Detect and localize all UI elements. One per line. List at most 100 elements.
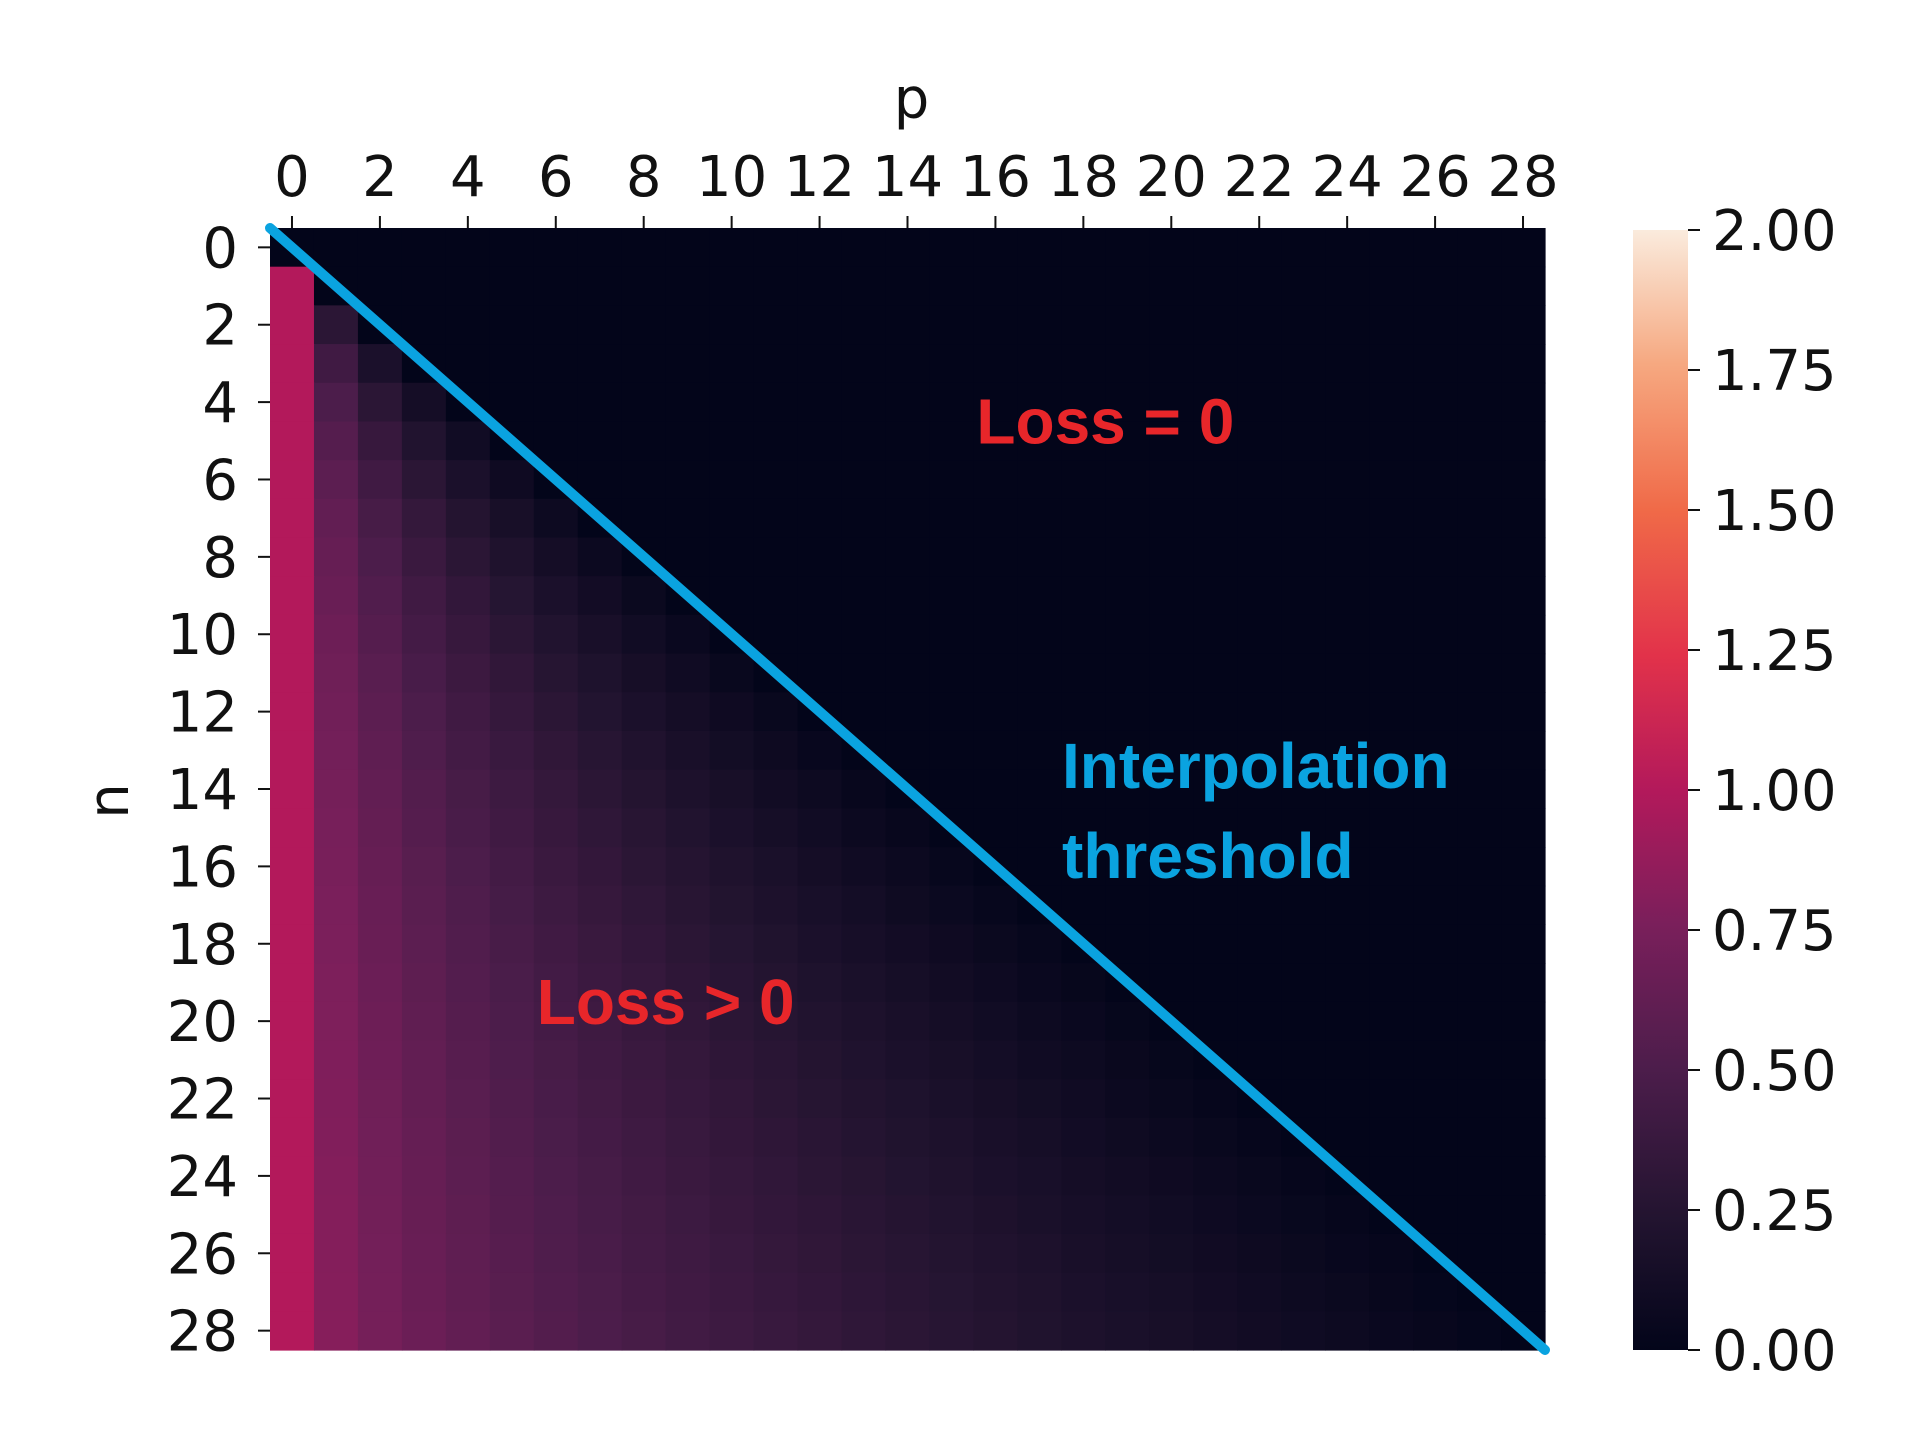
heatmap-cell xyxy=(1325,305,1370,345)
heatmap-cell xyxy=(1501,924,1546,964)
heatmap-cell xyxy=(929,382,975,423)
heatmap-cell xyxy=(1325,653,1370,693)
heatmap-cell xyxy=(1149,1156,1194,1196)
heatmap-cell xyxy=(1457,614,1502,655)
heatmap-cell xyxy=(1369,228,1414,268)
heatmap-cell xyxy=(533,847,579,887)
heatmap-cell xyxy=(1325,1001,1370,1042)
heatmap-cell xyxy=(577,228,623,268)
heatmap-cell xyxy=(709,1311,755,1351)
heatmap-cell xyxy=(401,769,447,809)
heatmap-cell xyxy=(885,421,931,461)
heatmap-cell xyxy=(1413,1156,1458,1196)
heatmap-cell xyxy=(797,460,843,500)
heatmap-cell xyxy=(445,924,491,964)
heatmap-cell xyxy=(1237,653,1282,693)
heatmap-cell xyxy=(1325,1195,1370,1235)
heatmap-cell xyxy=(357,460,403,500)
heatmap-cell xyxy=(1501,769,1546,809)
heatmap-cell xyxy=(621,1079,667,1119)
heatmap-cell xyxy=(753,498,799,539)
heatmap-cell xyxy=(973,963,1019,1003)
heatmap-cell xyxy=(665,1079,711,1119)
heatmap-cell xyxy=(841,1156,887,1196)
x-axis-label: p xyxy=(894,67,930,132)
heatmap-cell xyxy=(270,421,315,461)
colorbar-tick-label: 0.25 xyxy=(1712,1179,1837,1244)
heatmap-cell xyxy=(841,847,887,887)
heatmap-cell xyxy=(270,498,315,539)
heatmap-cell xyxy=(313,885,359,926)
heatmap-cell xyxy=(1237,885,1282,926)
heatmap-cell xyxy=(1017,847,1062,887)
heatmap-cell xyxy=(709,498,755,539)
heatmap-cell xyxy=(1281,1233,1326,1274)
heatmap-cell xyxy=(1457,228,1502,268)
heatmap-cell xyxy=(270,653,315,693)
heatmap-cell xyxy=(973,1040,1019,1080)
heatmap-cell xyxy=(1149,1233,1194,1274)
heatmap-cell xyxy=(621,885,667,926)
heatmap-cell xyxy=(1105,885,1150,926)
heatmap-cell xyxy=(973,885,1019,926)
heatmap-cell xyxy=(1281,344,1326,384)
heatmap-cell xyxy=(270,614,315,655)
heatmap-cell xyxy=(841,885,887,926)
heatmap-cell xyxy=(1457,653,1502,693)
heatmap-cell xyxy=(270,1117,315,1158)
heatmap-cell xyxy=(621,344,667,384)
heatmap-cell xyxy=(489,537,535,577)
heatmap-cell xyxy=(357,266,403,306)
heatmap-cell xyxy=(489,1079,535,1119)
heatmap-cell xyxy=(577,1272,623,1312)
heatmap-cell xyxy=(621,614,667,655)
heatmap-cell xyxy=(1325,614,1370,655)
heatmap-cell xyxy=(665,653,711,693)
heatmap-cell xyxy=(665,382,711,423)
heatmap-cell xyxy=(621,1311,667,1351)
heatmap-cell xyxy=(533,885,579,926)
heatmap-cell xyxy=(621,576,667,616)
heatmap-cell xyxy=(1281,1001,1326,1042)
heatmap-cell xyxy=(1105,576,1150,616)
heatmap-cell xyxy=(621,1040,667,1080)
heatmap-cell xyxy=(1149,924,1194,964)
heatmap-cell xyxy=(1281,1079,1326,1119)
heatmap-cell xyxy=(841,692,887,732)
heatmap-cell xyxy=(1457,769,1502,809)
heatmap-cell xyxy=(533,228,579,268)
heatmap-cell xyxy=(357,924,403,964)
heatmap-cell xyxy=(1413,769,1458,809)
colorbar-tick-label: 1.75 xyxy=(1712,339,1837,404)
heatmap-cell xyxy=(929,228,975,268)
heatmap-cell xyxy=(489,1001,535,1042)
heatmap-cell xyxy=(1501,808,1546,848)
heatmap-cell xyxy=(753,1040,799,1080)
heatmap-cell xyxy=(533,1117,579,1158)
heatmap-cell xyxy=(1413,1040,1458,1080)
colorbar-tick-label: 0.50 xyxy=(1712,1039,1837,1104)
heatmap-cell xyxy=(973,576,1019,616)
heatmap-cell xyxy=(1281,537,1326,577)
x-tick-label: 20 xyxy=(1136,145,1207,210)
heatmap-cell xyxy=(489,382,535,423)
heatmap-cell xyxy=(885,730,931,771)
heatmap-cell xyxy=(797,1311,843,1351)
heatmap-cell xyxy=(1369,885,1414,926)
heatmap-cell xyxy=(533,614,579,655)
heatmap-cell xyxy=(1457,460,1502,500)
heatmap-cell xyxy=(1501,1117,1546,1158)
heatmap-cell xyxy=(1061,885,1106,926)
heatmap-cell xyxy=(753,344,799,384)
heatmap-cell xyxy=(1325,537,1370,577)
heatmap-cell xyxy=(1105,1272,1150,1312)
y-tick-label: 10 xyxy=(167,603,238,668)
heatmap-cell xyxy=(489,614,535,655)
heatmap-cell xyxy=(533,963,579,1003)
heatmap-cell xyxy=(357,808,403,848)
heatmap-cell xyxy=(1369,924,1414,964)
heatmap-cell xyxy=(1325,924,1370,964)
heatmap-cell xyxy=(1457,1233,1502,1274)
heatmap-cell xyxy=(1369,808,1414,848)
heatmap-cell xyxy=(929,1311,975,1351)
